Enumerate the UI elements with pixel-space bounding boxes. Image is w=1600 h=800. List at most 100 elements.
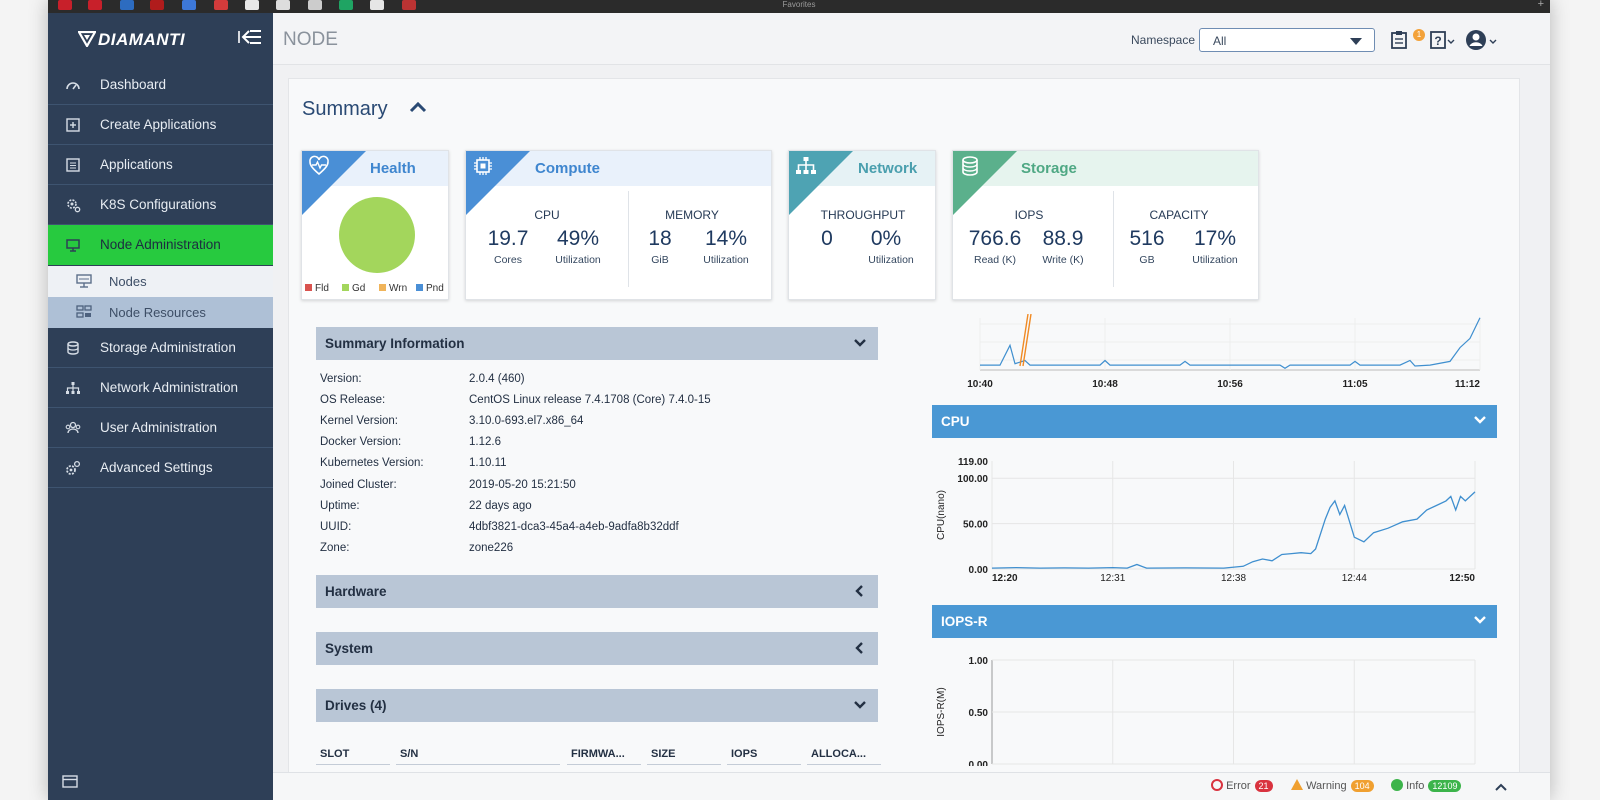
column-divider [316,764,390,765]
info-value: 1.12.6 [469,436,501,449]
sidebar-item-create-applications[interactable]: Create Applications [48,105,273,145]
y-tick-label: 0.00 [969,565,989,576]
sidebar-item-advanced-settings[interactable]: Advanced Settings [48,448,273,488]
x-tick-label: 12:38 [1221,573,1246,584]
collapse-sidebar-icon[interactable] [238,28,262,46]
sidebar-item-applications[interactable]: Applications [48,145,273,185]
y-tick-label: 0.50 [969,708,989,719]
sidebar-item-dashboard[interactable]: Dashboard [48,65,273,105]
legend-label: Gd [352,283,366,294]
favorite-icon[interactable] [214,0,228,10]
chevron-up-icon[interactable] [409,101,427,113]
health-title: Health [370,160,416,177]
column-header-sn[interactable]: S/N [400,748,419,760]
chevron-down-icon [1350,38,1362,45]
column-divider [567,764,641,765]
favorite-icon[interactable] [339,0,353,10]
users-icon [65,421,81,434]
system-header[interactable]: System [316,632,878,665]
sidebar-item-node-administration[interactable]: Node Administration [48,225,273,265]
column-header-firmware[interactable]: FIRMWA... [571,748,625,760]
y-tick-label: 100.00 [957,474,988,485]
iops-r-chart: 1.00 0.50 0.00 IOPS-R(M) [936,656,1476,766]
storage-card[interactable]: Storage IOPS 766.6 Read (K) 88.9 Write (… [952,150,1259,300]
favorite-icon[interactable] [370,0,384,10]
chevron-left-icon [855,585,863,597]
drives-header[interactable]: Drives (4) [316,689,878,722]
info-value: 2019-05-20 15:21:50 [469,478,576,491]
cog-icon [66,460,81,475]
x-tick-label: 11:05 [1342,379,1367,390]
sidebar-item-k8s-configurations[interactable]: K8S Configurations [48,185,273,225]
sidebar-item-user-administration[interactable]: User Administration [48,408,273,448]
calendar-icon[interactable] [62,774,78,788]
favorites-bar: Favorites + [48,0,1550,13]
svg-text:?: ? [1434,34,1441,48]
favorite-icon[interactable] [245,0,259,10]
brand-name: DIAMANTI [98,30,186,49]
favorite-icon[interactable] [120,0,134,10]
browser-window: Favorites + DIAMANTI Dashboard Create [48,0,1550,800]
hardware-header[interactable]: Hardware [316,575,878,608]
namespace-select[interactable]: All [1199,28,1375,52]
summary-panel: Summary Health Fld Gd Wrn Pnd Compute [288,78,1520,800]
favorite-icon[interactable] [308,0,322,10]
sidebar-item-storage-administration[interactable]: Storage Administration [48,328,273,368]
network-util-value: 0% [870,227,902,250]
info-status[interactable]: Info 12109 [1391,779,1462,792]
cpu-panel-header[interactable]: CPU [932,405,1497,438]
sidebar-item-network-administration[interactable]: Network Administration [48,368,273,408]
warning-status[interactable]: Warning 104 [1291,779,1374,792]
add-favorite-icon[interactable]: + [1537,0,1544,10]
info-key: OS Release: [320,394,386,407]
y-axis-label: CPU(nano) [936,490,947,540]
namespace-value: All [1213,34,1227,48]
favorite-icon[interactable] [150,0,164,10]
network-card[interactable]: Network THROUGHPUT 0 0% Utilization [788,150,936,300]
capacity-util-unit: Utilization [1192,254,1238,266]
favorite-icon[interactable] [182,0,196,10]
favorite-icon[interactable] [276,0,290,10]
logo[interactable]: DIAMANTI [48,13,273,65]
summary-information-header[interactable]: Summary Information [316,327,878,360]
plus-square-icon [66,118,80,132]
iops-read-value: 766.6 [968,227,1022,250]
info-value: CentOS Linux release 7.4.1708 (Core) 7.4… [469,394,711,407]
info-value: 3.10.0-693.el7.x86_64 [469,415,584,428]
section-title: Hardware [325,584,387,599]
legend-label: Fld [315,283,329,294]
column-header-iops[interactable]: IOPS [731,748,758,760]
iops-r-panel-header[interactable]: IOPS-R [932,605,1497,638]
sidebar-subitem-node-resources[interactable]: Node Resources [48,297,273,328]
tasks-icon[interactable] [1390,30,1412,50]
iops-read-unit: Read (K) [973,254,1016,266]
sidebar-subitem-nodes[interactable]: Nodes [48,266,273,297]
sidebar-item-label: Dashboard [100,77,167,92]
database-icon [67,341,79,355]
user-avatar-icon[interactable] [1465,28,1499,52]
favorite-icon[interactable] [88,0,102,10]
info-count: 12109 [1428,780,1462,792]
error-status[interactable]: Error 21 [1211,779,1273,792]
column-header-size[interactable]: SIZE [651,748,676,760]
x-tick-label: 12:44 [1342,573,1367,584]
y-axis-label: IOPS-R(M) [936,687,947,736]
favorite-icon[interactable] [58,0,72,10]
compute-card[interactable]: Compute CPU 19.7 Cores 49% Utilization M… [465,150,772,300]
health-donut [339,197,415,273]
favorite-icon[interactable] [402,0,416,10]
health-card[interactable]: Health Fld Gd Wrn Pnd [301,150,449,300]
iops-write-unit: Write (K) [1042,254,1084,266]
y-tick-label: 50.00 [963,520,988,531]
storage-title: Storage [1021,160,1077,177]
column-header-allocated[interactable]: ALLOCA... [811,748,866,760]
panel-title: IOPS-R [941,614,988,629]
iops-label: IOPS [1014,208,1044,222]
memory-util-value: 14% [704,227,748,250]
chevron-up-icon[interactable] [1495,782,1507,792]
chevron-down-icon [854,701,866,709]
help-icon[interactable]: ? [1429,30,1455,50]
x-tick-label: 10:48 [1092,379,1118,390]
column-header-slot[interactable]: SLOT [320,748,350,760]
